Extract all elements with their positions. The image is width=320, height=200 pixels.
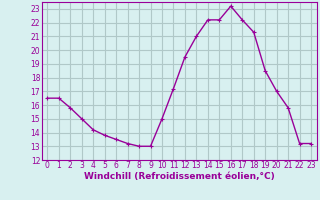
X-axis label: Windchill (Refroidissement éolien,°C): Windchill (Refroidissement éolien,°C) [84, 172, 275, 181]
